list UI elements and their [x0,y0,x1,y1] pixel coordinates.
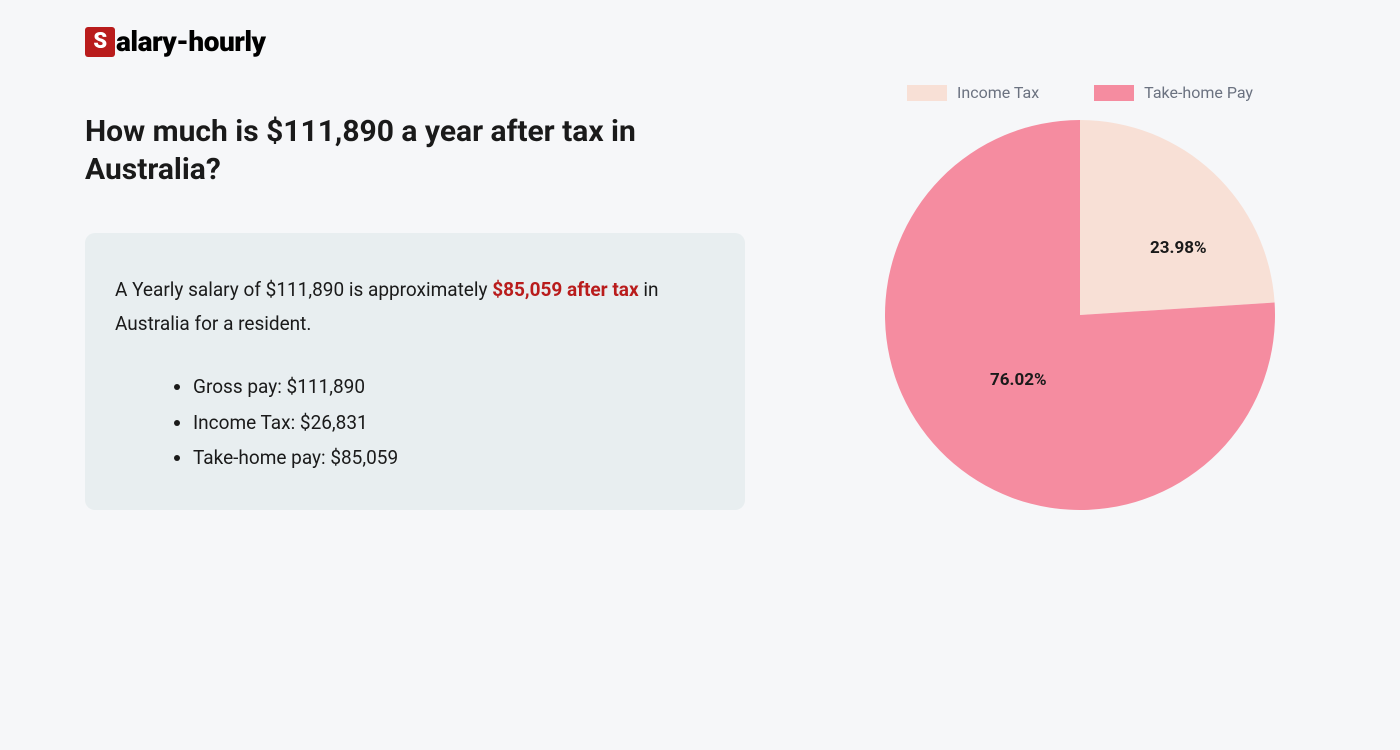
logo-box: S [85,27,115,57]
summary-card: A Yearly salary of $111,890 is approxima… [85,233,745,510]
chart-column: Income Tax Take-home Pay 23.98% 76.02% [845,83,1315,510]
summary-pre: A Yearly salary of $111,890 is approxima… [115,278,492,301]
pie-chart: 23.98% 76.02% [885,120,1275,510]
pie-slice-label: 23.98% [1150,238,1207,258]
legend-swatch [907,85,947,101]
pie-slice-label: 76.02% [990,370,1047,390]
summary-highlight: $85,059 after tax [492,278,638,301]
chart-legend: Income Tax Take-home Pay [907,83,1253,102]
legend-swatch [1094,85,1134,101]
legend-item-take-home: Take-home Pay [1094,83,1253,102]
legend-label: Income Tax [957,83,1039,102]
left-column: How much is $111,890 a year after tax in… [85,113,745,510]
list-item: Income Tax: $26,831 [193,405,715,440]
list-item: Take-home pay: $85,059 [193,440,715,475]
legend-label: Take-home Pay [1144,83,1253,102]
brand-logo: Salary-hourly [85,25,1315,58]
logo-text: alary-hourly [116,25,266,58]
page-title: How much is $111,890 a year after tax in… [85,113,745,188]
main-content: How much is $111,890 a year after tax in… [85,113,1315,510]
details-list: Gross pay: $111,890 Income Tax: $26,831 … [115,369,715,474]
list-item: Gross pay: $111,890 [193,369,715,404]
legend-item-income-tax: Income Tax [907,83,1039,102]
summary-text: A Yearly salary of $111,890 is approxima… [115,273,715,341]
pie-svg [885,120,1275,510]
